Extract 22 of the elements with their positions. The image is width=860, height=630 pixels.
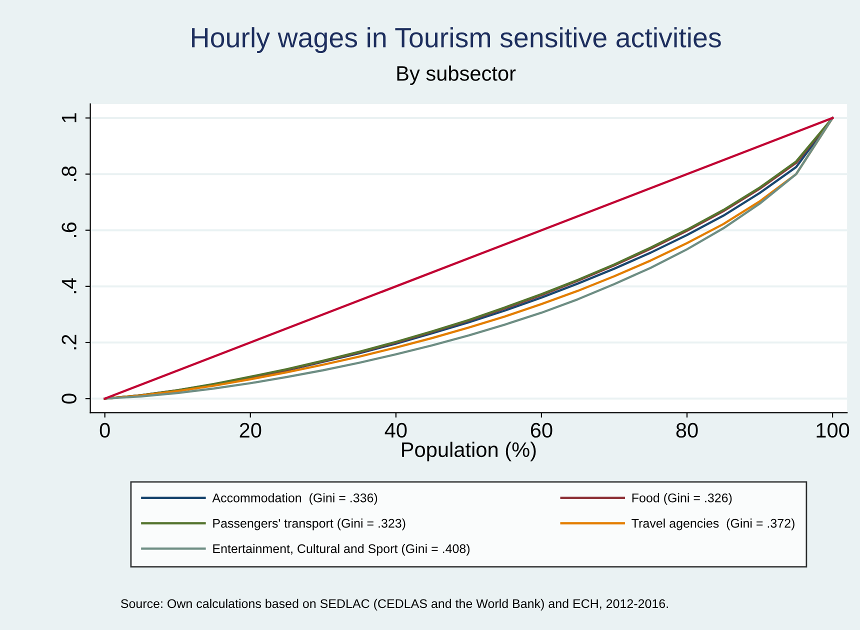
legend-label: Food (Gini = .326) [632,493,732,505]
source-note: Source: Own calculations based on SEDLAC (CEDLAS and the World Bank) and ECH, 2012-2016. [120,598,668,611]
y-tick-label: 1 [62,113,76,122]
x-axis-title: Population (%) [402,442,536,462]
legend-label: Entertainment, Cultural and Sport (Gini = .408) [213,544,470,556]
x-tick-label: 40 [384,422,407,438]
y-tick-label: .6 [62,222,76,238]
legend-label: Travel agencies (Gini = .372) [632,518,794,530]
y-tick-label: 0 [62,394,76,404]
x-tick-label: 60 [530,422,552,438]
x-tick-label: 80 [676,422,698,438]
line-series [104,116,834,400]
x-tick-label: 0 [100,422,110,438]
chart-subtitle: By subsector [397,66,516,85]
x-tick-label: 100 [816,422,850,438]
legend-label: Accommodation (Gini = .336) [212,493,378,505]
y-tick-label: .2 [62,334,76,350]
y-tick-label: .4 [62,278,76,294]
x-tick-label: 20 [240,422,262,438]
y-tick-label: .8 [62,166,76,181]
legend-label: Passengers' transport (Gini = .323) [213,518,406,530]
chart-title: Hourly wages in Tourism sensitive activities [192,27,721,54]
